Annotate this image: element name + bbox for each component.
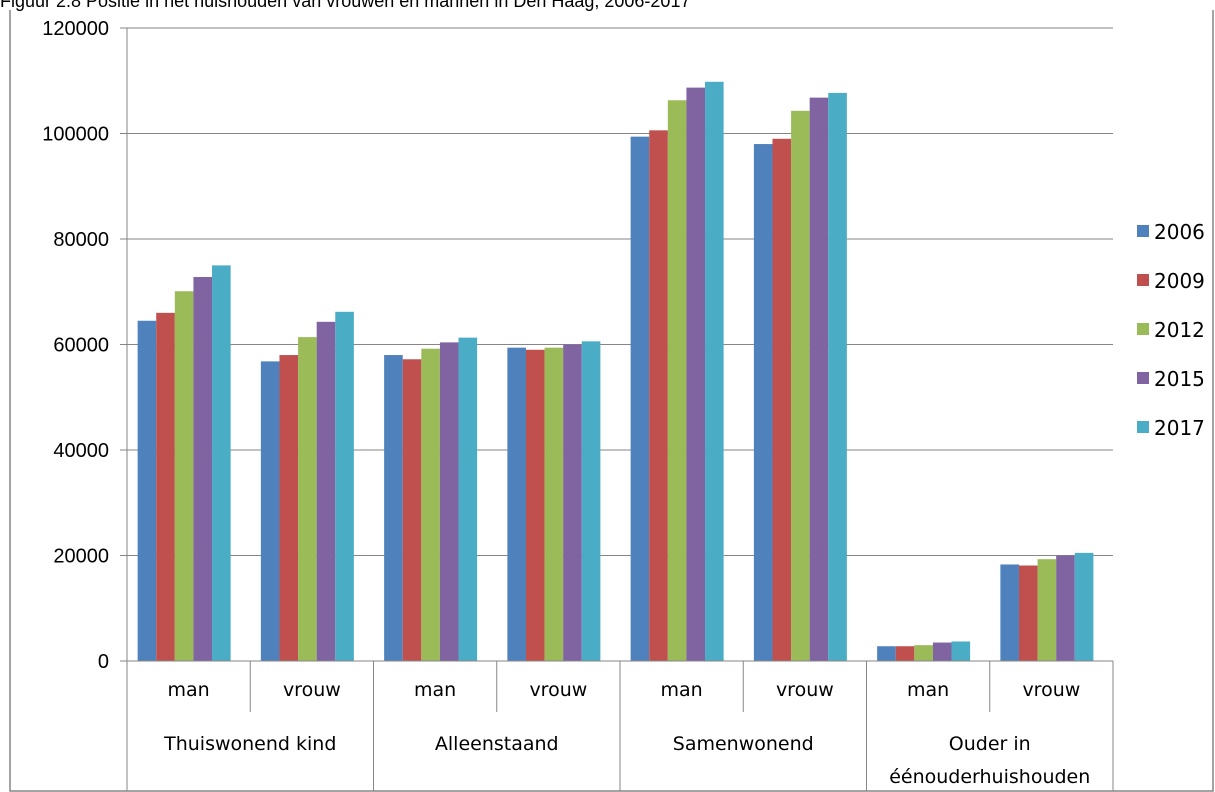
bar-2012-vrouw [791,110,810,661]
bar-2012-vrouw [1037,559,1057,661]
bar-2015-man [686,87,706,662]
bar-2009-man [402,359,422,661]
y-tick-label: 20000 [53,546,109,568]
category-label: man [661,679,703,701]
bar-2006-vrouw [753,144,773,662]
bar-2009-vrouw [525,349,545,661]
bar-2015-vrouw [563,344,582,661]
y-tick-label: 120000 [42,18,109,40]
y-tick-label: 0 [98,651,109,673]
bar-2017-vrouw [581,341,601,661]
bar-2009-man [649,130,668,661]
bar-2012-man [421,348,440,661]
bar-2009-vrouw [1018,565,1038,661]
group-label: Alleenstaand [435,733,559,755]
category-label: man [168,679,210,701]
y-tick-label: 80000 [53,229,109,251]
legend-label-2017: 2017 [1154,416,1205,440]
category-label: man [907,679,949,701]
y-axis-ticks: 0 20000 40000 60000 80000 100000 120000 [42,18,127,673]
bar-2017-man [705,81,724,662]
bar-2017-vrouw [828,92,847,661]
bar-2009-man [156,312,175,661]
bar-2012-man [174,291,194,661]
category-label: vrouw [283,679,341,701]
bar-2006-vrouw [507,347,526,661]
y-tick-label: 60000 [53,335,109,357]
bar-2006-man [384,355,403,661]
bar-2012-man [667,100,687,661]
legend-swatch-2006 [1137,225,1149,237]
legend-swatch-2012 [1137,323,1149,335]
bar-2015-man [932,642,952,661]
bar-2017-man [212,265,231,662]
group-label: Thuiswonend kind [163,733,336,755]
chart-border [9,10,1214,792]
bar-2015-vrouw [1056,555,1075,661]
group-label: Samenwonend [673,733,814,755]
bar-2015-vrouw [316,321,336,661]
legend-label-2012: 2012 [1154,318,1205,342]
bar-2012-vrouw [544,347,564,661]
bar-2009-vrouw [772,138,792,661]
category-label: vrouw [776,679,834,701]
bar-2015-man [193,276,213,661]
bar-2006-man [137,320,157,661]
legend-swatch-2009 [1137,274,1149,286]
category-label: vrouw [529,679,587,701]
group-label: Ouder in [949,733,1031,755]
category-label: man [414,679,456,701]
bar-2017-man [458,337,478,661]
bar-2017-vrouw [335,311,354,661]
legend-label-2006: 2006 [1154,220,1205,244]
legend-label-2009: 2009 [1154,269,1205,293]
bar-2015-vrouw [809,97,829,661]
legend-swatch-2015 [1137,372,1149,384]
bars [137,81,1094,662]
bar-2009-vrouw [279,355,299,661]
bar-2012-man [914,645,933,661]
y-tick-label: 40000 [53,440,109,462]
gridlines [127,27,1113,556]
bar-2017-vrouw [1074,552,1094,661]
bar-2006-man [630,136,650,661]
bar-2006-vrouw [260,361,280,661]
bar-2006-man [877,646,896,661]
category-axis-labels: man vrouw man vrouw man vrouw man vrouw Thuiswon… [126,661,1114,791]
category-label: vrouw [1022,679,1080,701]
group-label: éénouderhuishouden [889,766,1090,788]
legend-label-2015: 2015 [1154,367,1205,391]
bar-2009-man [895,646,915,661]
bar-2006-vrouw [1000,564,1019,661]
bar-2017-man [951,641,971,661]
legend-swatch-2017 [1137,421,1149,433]
bar-2015-man [439,342,459,661]
bar-2012-vrouw [298,337,317,661]
chart-title: Figuur 2.8 Positie in het huishouden van… [0,0,691,11]
legend: 2006 2009 2012 2015 2017 [1137,220,1205,440]
y-tick-label: 100000 [42,124,109,146]
